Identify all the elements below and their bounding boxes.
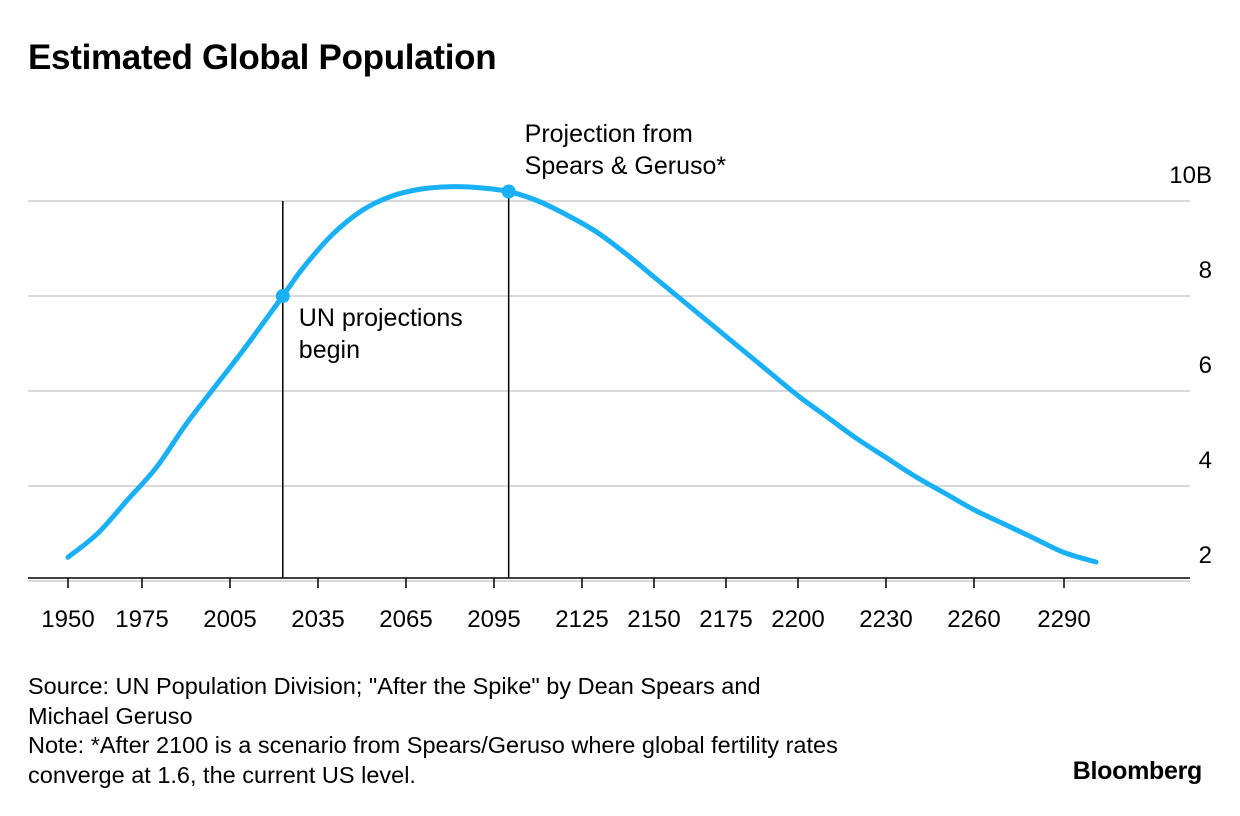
x-tick-label: 2200 xyxy=(771,606,824,633)
x-tick-label: 2150 xyxy=(627,606,680,633)
y-axis-ticks: 2 4 6 8 10B xyxy=(1169,162,1212,569)
y-tick-label: 2 xyxy=(1199,542,1212,569)
x-tick-label: 2260 xyxy=(947,606,1000,633)
line-chart: 2 4 6 8 10B 1950 1975 2005 2035 2065 2095 2125 2150… xyxy=(28,120,1212,633)
x-tick-label: 1950 xyxy=(41,606,94,633)
gridlines xyxy=(28,200,1190,582)
population-series-line xyxy=(65,184,1099,565)
footnote-line-2: converge at 1.6, the current US level. xyxy=(28,761,416,788)
x-tick-label: 2290 xyxy=(1037,606,1090,633)
y-tick-label: 4 xyxy=(1199,447,1212,474)
y-tick-label: 8 xyxy=(1199,257,1212,284)
y-tick-label: 6 xyxy=(1199,352,1212,379)
annotation-marker-dot xyxy=(275,289,290,303)
annotation-marker-dot xyxy=(501,184,516,199)
source-note-line-2: Michael Geruso xyxy=(28,702,193,729)
brand-logo-text: Bloomberg xyxy=(1072,757,1203,785)
x-tick-label: 2095 xyxy=(467,606,520,633)
annotation-label: Projection from Spears & Geruso* xyxy=(525,120,727,180)
x-tick-label: 2005 xyxy=(203,606,256,633)
footnote-line-1: Note: *After 2100 is a scenario from Spe… xyxy=(28,732,838,758)
chart-title: Estimated Global Population xyxy=(28,38,497,77)
x-axis: 1950 1975 2005 2035 2065 2095 2125 2150 2175 2200… xyxy=(28,577,1190,633)
source-note-line-1: Source: UN Population Division; "After t… xyxy=(28,673,761,699)
x-tick-label: 2065 xyxy=(379,606,432,633)
x-tick-label: 2175 xyxy=(699,606,752,633)
x-tick-label: 2125 xyxy=(555,606,608,633)
annotations: UN projections begin Projection from Spears… xyxy=(282,120,727,578)
x-tick-label: 2230 xyxy=(859,606,912,633)
y-tick-label: 10B xyxy=(1169,162,1212,189)
x-tick-label: 1975 xyxy=(115,606,168,633)
series-layer xyxy=(65,184,1099,565)
chart-footer: Source: UN Population Division; "After t… xyxy=(28,672,838,790)
annotation-label: UN projections begin xyxy=(299,304,463,364)
x-tick-label: 2035 xyxy=(291,606,344,633)
